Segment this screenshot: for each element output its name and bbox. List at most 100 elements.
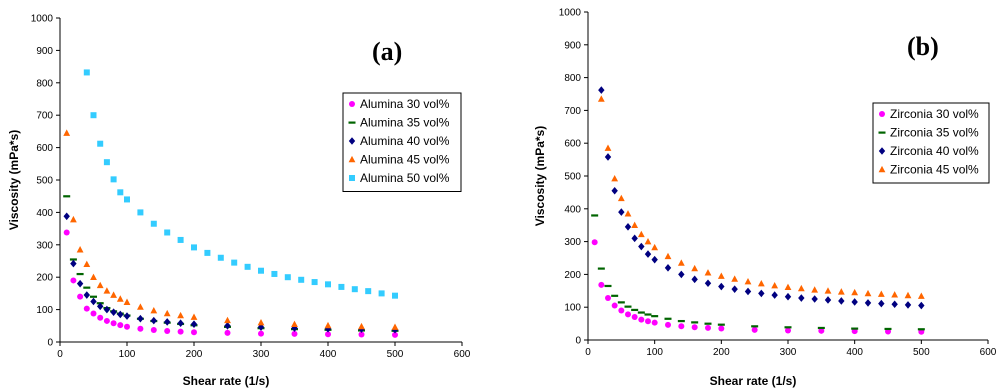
data-point [164,229,171,236]
data-point [110,320,117,327]
data-point [784,283,792,290]
data-point [83,291,90,299]
data-point [664,252,672,260]
data-point [137,303,144,310]
data-point [204,249,211,256]
y-tick-label: 100 [36,305,53,316]
data-point [103,317,110,324]
data-point [678,270,685,279]
data-point [644,250,652,258]
data-point [97,140,104,147]
panel-label: (b) [907,32,939,61]
data-point [718,325,725,332]
y-tick-label: 900 [36,46,53,57]
y-tick-label: 600 [36,143,53,154]
y-tick-label: 700 [564,106,581,117]
data-point [325,331,331,338]
data-point [731,285,738,293]
data-point [258,267,264,274]
data-point [718,282,725,291]
data-point [77,293,84,300]
data-point [217,254,224,261]
series-4 [597,95,925,299]
data-point [605,295,611,302]
data-point [63,129,71,136]
data-point [771,281,779,289]
data-point [677,319,685,323]
legend-marker [878,147,886,155]
data-point [116,295,124,302]
data-point [704,322,712,325]
data-point [358,322,365,330]
data-point [704,269,712,276]
data-point [811,295,818,303]
data-point [97,314,104,321]
data-point [177,311,184,319]
data-point [76,279,84,288]
data-point [838,297,845,305]
data-point [878,299,885,308]
y-tick-label: 1000 [559,8,582,19]
data-point [731,275,739,282]
data-point [624,223,632,231]
data-point [757,279,765,287]
legend-marker [878,131,886,134]
data-point [618,307,625,314]
data-point [877,290,885,297]
data-point [83,286,91,289]
legend-entry: Zirconia 35 vol% [890,126,979,140]
data-point [664,317,672,320]
data-point [604,153,612,161]
y-axis-label: Viscosity (mPa*s) [533,126,547,227]
data-point [637,311,645,314]
data-point [864,299,872,307]
data-point [591,239,598,246]
legend: Zirconia 30 vol% Zirconia 35 vol% Zirconia… [872,102,990,184]
x-tick-label: 600 [980,347,997,358]
data-point [351,286,358,293]
data-point [117,322,124,329]
data-point [224,329,231,336]
data-point [637,230,645,238]
y-tick-label: 500 [564,172,581,183]
data-point [851,327,859,330]
data-point [298,276,305,283]
data-point [137,314,144,323]
data-point [618,208,625,216]
data-point [90,295,97,298]
data-point [751,326,758,333]
series-4 [63,129,399,330]
data-point [691,324,698,331]
legend-marker [349,101,355,107]
data-point [244,263,251,270]
data-point [365,288,372,295]
data-point [631,314,638,321]
data-point [665,321,671,328]
data-point [624,305,632,308]
data-point [103,159,110,166]
legend-marker [349,175,355,181]
legend-box [342,92,462,192]
data-point [645,318,651,325]
data-point [591,214,599,217]
data-point [817,326,825,330]
data-point [717,323,725,326]
y-tick-label: 400 [36,208,53,219]
data-point [137,209,144,216]
x-tick-label: 100 [119,349,136,360]
y-tick-label: 800 [564,73,581,84]
data-point [90,273,97,280]
legend-box [872,102,990,184]
data-point [190,313,198,320]
x-tick-label: 500 [387,349,404,360]
data-point [631,234,638,243]
data-point [638,242,645,251]
data-point [150,220,157,227]
data-point [163,309,171,317]
x-tick-label: 300 [253,349,270,360]
data-point [63,195,71,198]
x-tick-label: 200 [186,349,203,360]
data-point [257,323,265,331]
data-point [651,255,658,264]
